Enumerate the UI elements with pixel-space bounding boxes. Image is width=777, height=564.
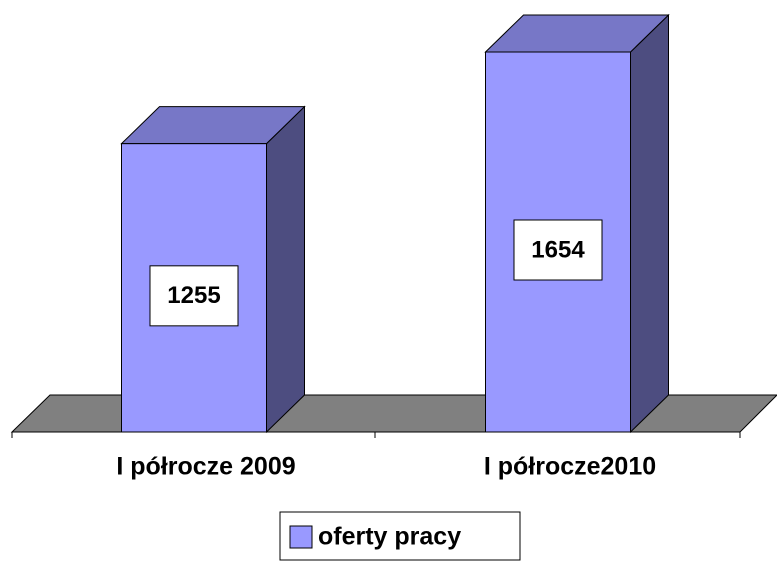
legend-swatch [289,525,313,549]
data-label-box [149,265,239,327]
legend [279,511,521,561]
bar-side [630,13,669,434]
bar-side [266,105,305,434]
x-tick-label: I półrocze2010 [484,453,656,481]
data-label: 1654 [531,236,585,263]
x-tick-label: I półrocze 2009 [116,453,295,481]
legend-label: oferty pracy [318,523,461,551]
data-label: 1255 [167,282,220,309]
data-label-box [513,219,603,281]
